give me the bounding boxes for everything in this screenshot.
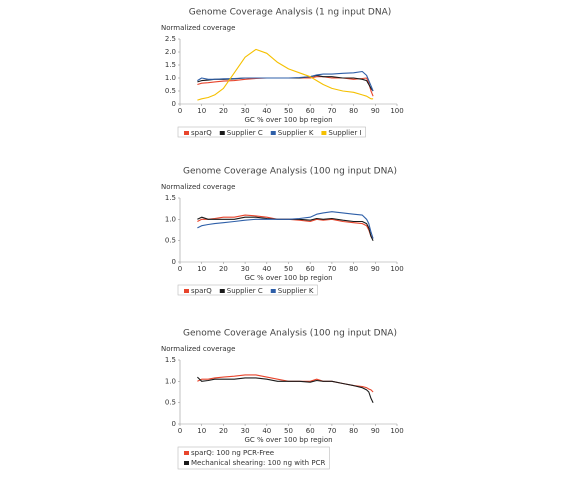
x-tick-label: 80	[349, 265, 358, 273]
x-axis-label: GC % over 100 bp region	[244, 274, 332, 282]
y-tick-label: 0.5	[165, 87, 176, 95]
y-tick-label: 2.0	[165, 48, 176, 56]
legend-swatch	[321, 131, 327, 135]
x-tick-label: 80	[349, 107, 358, 115]
x-tick-label: 60	[306, 265, 315, 273]
x-tick-label: 70	[327, 265, 336, 273]
x-tick-label: 10	[197, 427, 206, 435]
y-axis-label: Normalized coverage	[161, 345, 235, 353]
x-tick-label: 90	[371, 427, 380, 435]
x-tick-label: 20	[219, 265, 228, 273]
y-tick-label: 1.5	[165, 61, 176, 69]
x-tick-label: 10	[197, 265, 206, 273]
legend-label: sparQ: 100 ng PCR-Free	[191, 449, 274, 457]
line-series	[197, 374, 374, 393]
legend-swatch	[270, 131, 276, 135]
legend-label: Supplier C	[227, 287, 263, 295]
x-tick-label: 0	[178, 107, 182, 115]
y-tick-label: 2.5	[165, 35, 176, 43]
y-tick-label: 0	[172, 100, 176, 108]
legend-swatch	[219, 131, 225, 135]
line-series	[197, 211, 374, 239]
y-tick-label: 0	[172, 258, 176, 266]
y-tick-label: 0.5	[165, 237, 176, 245]
legend-label: Supplier C	[227, 129, 263, 137]
x-tick-label: 90	[371, 107, 380, 115]
x-tick-label: 50	[284, 107, 293, 115]
y-tick-label: 0	[172, 420, 176, 428]
x-tick-label: 0	[178, 427, 182, 435]
legend-label: Supplier I	[328, 129, 361, 137]
x-tick-label: 30	[241, 427, 250, 435]
line-series	[197, 376, 374, 403]
x-tick-label: 100	[390, 107, 403, 115]
x-tick-label: 0	[178, 265, 182, 273]
x-tick-label: 60	[306, 427, 315, 435]
x-tick-label: 50	[284, 265, 293, 273]
chart-title: Genome Coverage Analysis (100 ng input D…	[183, 329, 397, 339]
legend-label: sparQ	[191, 129, 212, 137]
legend-label: Supplier K	[278, 129, 314, 137]
y-tick-label: 1.0	[165, 215, 176, 223]
x-tick-label: 30	[241, 265, 250, 273]
y-tick-label: 1.5	[165, 194, 176, 202]
y-tick-label: 1.0	[165, 74, 176, 82]
x-tick-label: 20	[219, 107, 228, 115]
x-axis-label: GC % over 100 bp region	[244, 116, 332, 124]
line-series	[197, 48, 374, 101]
x-tick-label: 40	[262, 265, 271, 273]
legend-label: sparQ	[191, 287, 212, 295]
y-tick-label: 0.5	[165, 399, 176, 407]
chart-title: Genome Coverage Analysis (1 ng input DNA…	[189, 8, 392, 18]
legend-box	[177, 446, 330, 470]
line-series	[197, 70, 374, 92]
x-tick-label: 80	[349, 427, 358, 435]
legend-label: Mechanical shearing: 100 ng with PCR	[191, 459, 325, 467]
legend-swatch	[184, 131, 189, 135]
legend-box	[177, 126, 366, 138]
legend-box	[177, 284, 318, 296]
y-tick-label: 1.0	[165, 377, 176, 385]
x-tick-label: 40	[262, 107, 271, 115]
line-series	[197, 216, 374, 241]
legend-swatch	[219, 289, 225, 293]
x-tick-label: 90	[371, 265, 380, 273]
x-tick-label: 50	[284, 427, 293, 435]
x-tick-label: 70	[327, 427, 336, 435]
legend-label: Supplier K	[278, 287, 314, 295]
x-tick-label: 60	[306, 107, 315, 115]
legend-swatch	[184, 289, 189, 293]
x-tick-label: 10	[197, 107, 206, 115]
y-axis-label: Normalized coverage	[161, 24, 235, 32]
legend-swatch	[184, 451, 189, 455]
legend-swatch	[270, 289, 276, 293]
x-tick-label: 40	[262, 427, 271, 435]
x-tick-label: 100	[390, 265, 403, 273]
x-axis-label: GC % over 100 bp region	[244, 436, 332, 444]
chart-title: Genome Coverage Analysis (100 ng input D…	[183, 167, 397, 177]
x-tick-label: 100	[390, 427, 403, 435]
x-tick-label: 70	[327, 107, 336, 115]
y-axis-label: Normalized coverage	[161, 183, 235, 191]
x-tick-label: 30	[241, 107, 250, 115]
legend-swatch	[184, 461, 189, 465]
y-tick-label: 1.5	[165, 356, 176, 364]
x-tick-label: 20	[219, 427, 228, 435]
line-series	[197, 214, 374, 239]
